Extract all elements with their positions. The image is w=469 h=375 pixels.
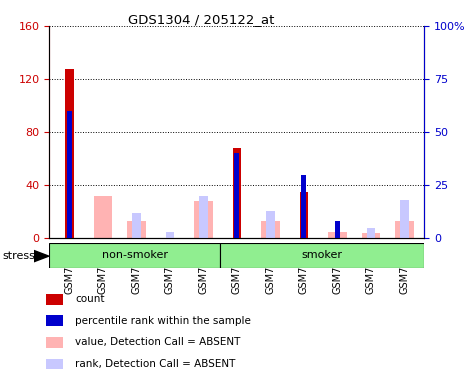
Bar [335,221,340,238]
Bar [300,192,308,238]
Bar [220,243,424,268]
Text: stress: stress [2,251,35,261]
Text: count: count [75,294,105,304]
Text: smoker: smoker [302,251,343,260]
Bar [233,148,241,238]
Bar [67,111,72,238]
Bar [132,213,141,238]
Bar [46,294,63,304]
Bar [46,337,63,348]
Bar [49,243,220,268]
Bar [194,201,212,238]
Text: rank, Detection Call = ABSENT: rank, Detection Call = ABSENT [75,359,235,369]
Bar [395,221,414,238]
Text: GDS1304 / 205122_at: GDS1304 / 205122_at [129,13,275,26]
Bar [367,228,375,238]
Bar [46,358,63,369]
Bar [261,221,280,238]
Bar [328,231,347,238]
Text: percentile rank within the sample: percentile rank within the sample [75,316,251,326]
Text: non-smoker: non-smoker [101,251,167,260]
Bar [127,221,145,238]
Bar [46,315,63,326]
Bar [266,211,274,238]
Text: value, Detection Call = ABSENT: value, Detection Call = ABSENT [75,338,241,348]
Bar [65,69,74,238]
Bar [199,196,207,238]
Polygon shape [34,251,49,262]
Bar [362,233,380,238]
Bar [166,232,174,238]
Bar [301,175,306,238]
Bar [94,196,112,238]
Bar [234,153,239,238]
Bar [400,200,408,238]
